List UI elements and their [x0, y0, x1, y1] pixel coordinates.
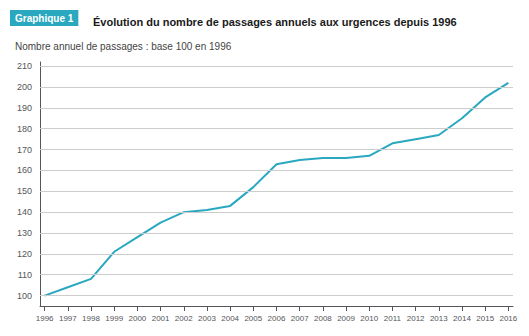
svg-text:Graphique 1: Graphique 1	[15, 13, 74, 24]
svg-text:120: 120	[17, 249, 32, 259]
svg-text:2001: 2001	[152, 314, 170, 323]
svg-text:2009: 2009	[337, 314, 355, 323]
svg-text:170: 170	[17, 145, 32, 155]
svg-text:2012: 2012	[407, 314, 425, 323]
svg-text:160: 160	[17, 165, 32, 175]
svg-text:2010: 2010	[360, 314, 378, 323]
svg-text:2007: 2007	[291, 314, 309, 323]
svg-text:2004: 2004	[221, 314, 239, 323]
svg-text:210: 210	[17, 61, 32, 71]
svg-text:2014: 2014	[453, 314, 471, 323]
svg-text:2002: 2002	[175, 314, 193, 323]
svg-text:2006: 2006	[268, 314, 286, 323]
svg-text:190: 190	[17, 103, 32, 113]
svg-text:1998: 1998	[82, 314, 100, 323]
svg-text:Nombre annuel de passages : ba: Nombre annuel de passages : base 100 en …	[15, 41, 232, 52]
svg-text:2008: 2008	[314, 314, 332, 323]
svg-text:110: 110	[18, 270, 32, 280]
svg-text:1999: 1999	[105, 314, 123, 323]
svg-text:Évolution du nombre de passage: Évolution du nombre de passages annuels …	[93, 16, 457, 28]
svg-text:130: 130	[17, 228, 32, 238]
svg-text:2005: 2005	[244, 314, 262, 323]
svg-text:2013: 2013	[430, 314, 448, 323]
svg-text:1996: 1996	[36, 314, 54, 323]
svg-text:140: 140	[17, 207, 32, 217]
svg-text:2015: 2015	[476, 314, 494, 323]
svg-text:180: 180	[17, 124, 32, 134]
svg-text:1997: 1997	[59, 314, 77, 323]
svg-text:2003: 2003	[198, 314, 216, 323]
svg-text:2000: 2000	[128, 314, 146, 323]
svg-text:2016: 2016	[499, 314, 517, 323]
svg-text:200: 200	[17, 82, 32, 92]
svg-text:150: 150	[17, 186, 32, 196]
svg-text:100: 100	[17, 291, 32, 301]
svg-text:2011: 2011	[384, 314, 402, 323]
